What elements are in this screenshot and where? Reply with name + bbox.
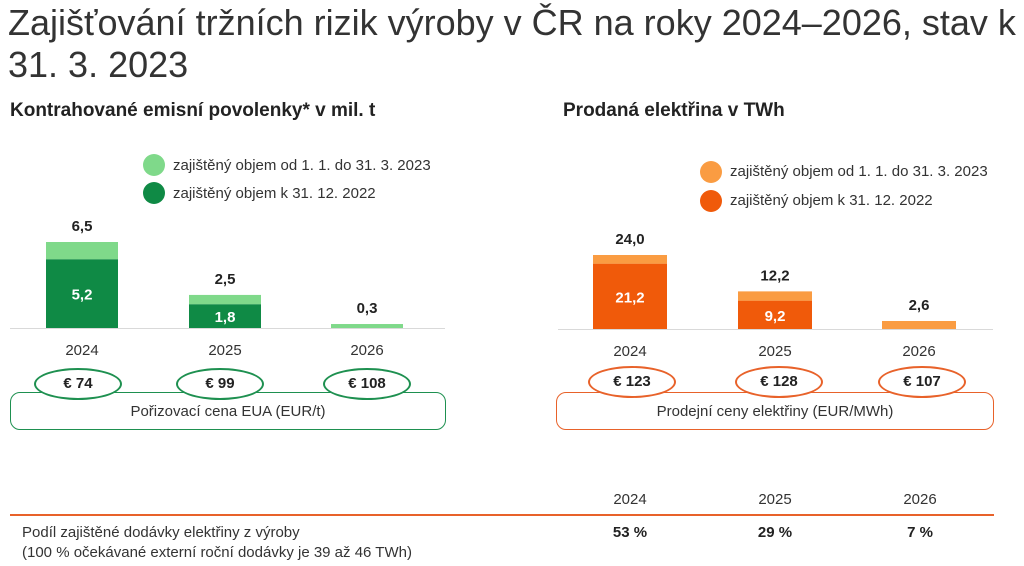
bar-value-label-allowances-2025: 1,8 <box>215 309 236 326</box>
category-label-allowances-2025: 2025 <box>208 342 241 359</box>
price-oval-el-2025: € 128 <box>735 366 823 398</box>
price-oval-el-2026: € 107 <box>878 366 966 398</box>
category-label-electricity-2026: 2026 <box>902 343 935 360</box>
bar-total-label-electricity-2024: 24,0 <box>615 231 644 248</box>
chart-title-allowances: Kontrahované emisní povolenky* v mil. t <box>10 100 376 121</box>
bar-allowances-2025-series1 <box>189 294 261 305</box>
chart-title-electricity: Prodaná elektřina v TWh <box>563 100 785 121</box>
legend-label-old-electricity: zajištěný objem k 31. 12. 2022 <box>730 192 933 209</box>
legend-swatch-new-allowances <box>143 154 165 176</box>
bottom-row-note: (100 % očekávané externí roční dodávky j… <box>22 544 412 561</box>
category-label-allowances-2024: 2024 <box>65 342 98 359</box>
price-oval-eua-2026: € 108 <box>323 368 411 400</box>
bottom-year-2026: 2026 <box>903 491 937 508</box>
bar-value-label-electricity-2024: 21,2 <box>615 289 644 306</box>
bottom-value-2024: 53 % <box>612 524 648 541</box>
price-panel-electricity-label: Prodejní ceny elektřiny (EUR/MWh) <box>656 403 894 420</box>
price-oval-el-2024: € 123 <box>588 366 676 398</box>
bottom-year-2024: 2024 <box>613 491 647 508</box>
bottom-divider <box>10 514 994 516</box>
bar-electricity-2024-series1 <box>593 255 667 264</box>
legend-swatch-old-allowances <box>143 182 165 204</box>
category-label-electricity-2025: 2025 <box>758 343 791 360</box>
legend-swatch-new-electricity <box>700 161 722 183</box>
bar-allowances-2024-series0 <box>46 259 118 328</box>
bar-electricity-2025-series1 <box>738 291 812 301</box>
bar-total-label-allowances-2026: 0,3 <box>357 300 378 317</box>
bar-electricity-2024-series0 <box>593 263 667 329</box>
bar-total-label-electricity-2025: 12,2 <box>760 267 789 284</box>
bottom-value-2025: 29 % <box>757 524 793 541</box>
legend-label-old-allowances: zajištěný objem k 31. 12. 2022 <box>173 185 376 202</box>
bar-value-label-allowances-2024: 5,2 <box>72 287 93 304</box>
legend-swatch-old-electricity <box>700 190 722 212</box>
legend-label-new-electricity: zajištěný objem od 1. 1. do 31. 3. 2023 <box>730 163 988 180</box>
legend-label-new-allowances: zajištěný objem od 1. 1. do 31. 3. 2023 <box>173 157 431 174</box>
bottom-row-label: Podíl zajištěné dodávky elektřiny z výro… <box>22 524 300 541</box>
price-panel-eua-label: Pořizovací cena EUA (EUR/t) <box>130 403 326 420</box>
category-label-allowances-2026: 2026 <box>350 342 383 359</box>
bar-total-label-electricity-2026: 2,6 <box>909 297 930 314</box>
price-oval-eua-2024: € 74 <box>34 368 122 400</box>
bar-allowances-2025-series0 <box>189 304 261 328</box>
bottom-value-2026: 7 % <box>907 524 933 541</box>
bar-electricity-2026-series1 <box>882 320 956 329</box>
bar-electricity-2025-series0 <box>738 300 812 329</box>
bar-total-label-allowances-2024: 6,5 <box>72 218 93 235</box>
bar-value-label-electricity-2025: 9,2 <box>765 308 786 325</box>
page-title: Zajišťování tržních rizik výroby v ČR na… <box>8 2 1016 85</box>
bar-total-label-allowances-2025: 2,5 <box>215 271 236 288</box>
bar-allowances-2026-series1 <box>331 324 403 328</box>
bottom-year-2025: 2025 <box>758 491 792 508</box>
bar-allowances-2024-series1 <box>46 242 118 260</box>
price-oval-eua-2025: € 99 <box>176 368 264 400</box>
category-label-electricity-2024: 2024 <box>613 343 646 360</box>
